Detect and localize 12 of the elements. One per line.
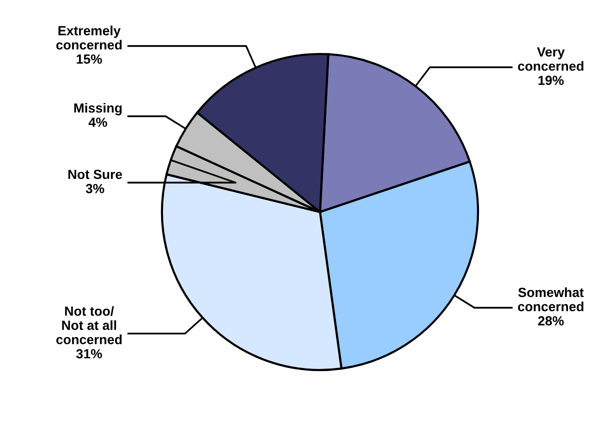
data-label: 28% bbox=[538, 316, 564, 326]
slice-label: Very concerned bbox=[518, 47, 584, 71]
slice-label: Somewhat concerned bbox=[518, 287, 584, 312]
slice-label: Missing bbox=[74, 102, 122, 116]
data-label: 19% bbox=[538, 76, 564, 86]
slice-label: Extremely concerned bbox=[56, 26, 122, 50]
slice-label: Not too/ Not at all concerned bbox=[56, 306, 122, 344]
data-label: 31% bbox=[76, 349, 102, 358]
data-label: 15% bbox=[76, 54, 102, 64]
data-label: 4% bbox=[88, 118, 108, 127]
data-label: 3% bbox=[86, 184, 104, 194]
slice-label: Not Sure bbox=[68, 170, 122, 180]
